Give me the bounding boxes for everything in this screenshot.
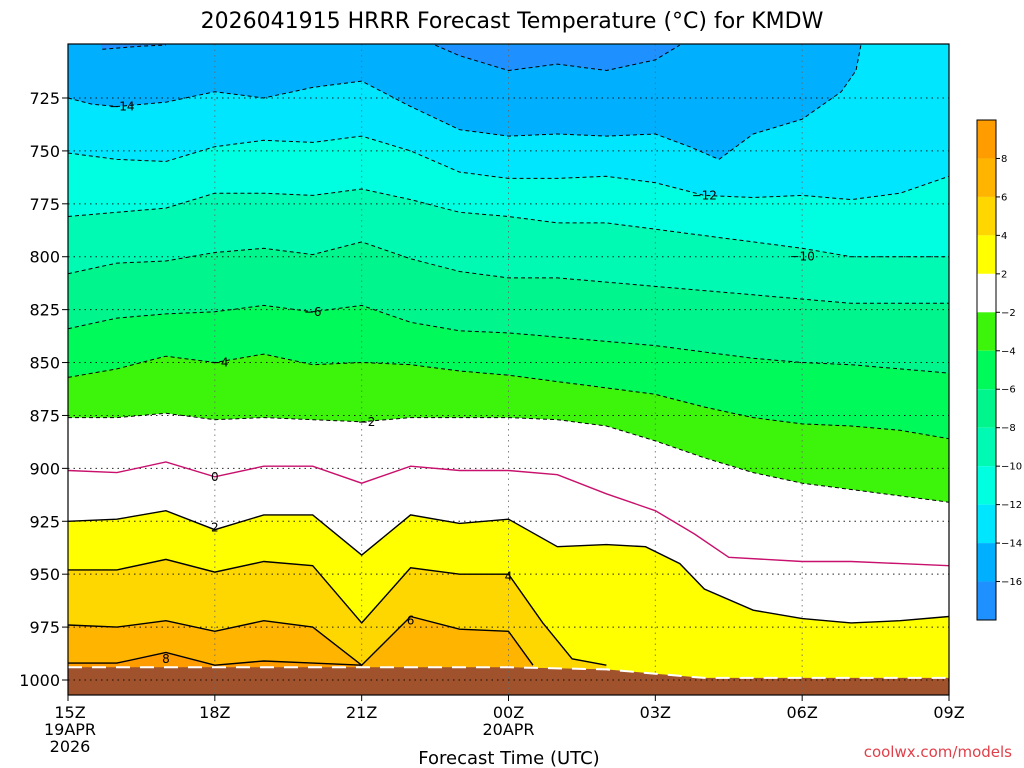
contour-line-m8-5: [68, 241, 949, 304]
x-tick-label-27-0: 03Z: [640, 703, 671, 722]
y-tick-label-900: 900: [29, 459, 60, 478]
x-tick-label-15-0: 15Z: [54, 703, 85, 722]
colorbar-label-5: −4: [1001, 346, 1016, 357]
chart-title: 2026041915 HRRR Forecast Temperature (°C…: [201, 9, 824, 34]
y-tick-label-950: 950: [29, 565, 60, 584]
contour-label-8: 8: [162, 652, 170, 666]
contour-label-m4: −4: [211, 356, 229, 370]
contour-label-m14: −14: [109, 99, 134, 113]
contour-line-m12-3: [68, 135, 949, 201]
contour-label-m12: −12: [692, 188, 717, 202]
contour-line-m16-1: [434, 44, 681, 72]
x-tick-label-30-0: 06Z: [787, 703, 818, 722]
x-tick-label-33-0: 09Z: [933, 703, 964, 722]
y-axis: 725 750 775 800 825 850 875 900 925 950 975 1000: [19, 89, 68, 690]
contour-line-m10-4: [68, 188, 949, 258]
colorbar-swatch-2: [977, 196, 996, 236]
colorbar-swatch-3: [977, 235, 996, 274]
contour-line-m2-8: [68, 412, 949, 503]
y-tick-label-825: 825: [29, 301, 60, 320]
x-tick-label-24-1: 20APR: [482, 720, 534, 739]
colorbar-swatch-8: [977, 427, 996, 467]
x-tick-label-15-1: 19APR: [44, 720, 96, 739]
ground-edge-line: [68, 666, 949, 679]
colorbar-label-2: 4: [1001, 231, 1007, 242]
y-tick-label-875: 875: [29, 406, 60, 425]
colorbar-swatch-0: [977, 120, 996, 159]
contour-line-m14-2: [68, 45, 862, 160]
contour-layer: −14 −12 −10 −6 −4 −2 0 2 4 6 8: [68, 44, 949, 679]
plot-area: −14 −12 −10 −6 −4 −2 0 2 4 6 8: [68, 44, 949, 695]
colorbar-label-8: −10: [1001, 462, 1022, 473]
colorbar-frame: [976, 119, 997, 621]
colorbar-label-4: −2: [1001, 308, 1016, 319]
y-tick-label-750: 750: [29, 142, 60, 161]
colorbar-swatch-9: [977, 466, 996, 505]
ground-fill: [68, 667, 949, 695]
colorbar-label-9: −12: [1001, 500, 1022, 511]
contour-line-2-10: [68, 509, 949, 624]
y-tick-label-975: 975: [29, 618, 60, 637]
contour-label-6: 6: [407, 614, 415, 628]
contour-line-8-13: [68, 651, 362, 666]
y-tick-label-800: 800: [29, 248, 60, 267]
x-tick-label-15-2: 2026: [50, 737, 91, 756]
contour-line-4-11: [68, 558, 607, 666]
x-tick-label-18-0: 18Z: [199, 703, 230, 722]
contour-line-m6-6: [68, 304, 949, 374]
colorbar-label-7: −8: [1001, 423, 1016, 434]
x-tick-label-21-0: 21Z: [346, 703, 377, 722]
y-tick-label-925: 925: [29, 512, 60, 531]
colorbar-label-1: 6: [1001, 192, 1007, 203]
fill-sliver-below-m16: [100, 44, 166, 50]
y-tick-label-775: 775: [29, 195, 60, 214]
x-axis-title: Forecast Time (UTC): [418, 748, 599, 768]
colorbar-swatch-5: [977, 312, 996, 351]
colorbar-swatch-12: [977, 581, 996, 620]
y-tick-label-725: 725: [29, 89, 60, 108]
credit-text: coolwx.com/models: [864, 743, 1012, 761]
colorbar-swatch-6: [977, 350, 996, 390]
x-tick-label-24-0: 00Z: [493, 703, 524, 722]
colorbar-label-0: 8: [1001, 154, 1007, 165]
contour-label-2: 2: [211, 521, 219, 535]
colorbar-swatch-10: [977, 504, 996, 544]
contour-line-m4-7: [68, 353, 949, 440]
colorbar-swatch-1: [977, 158, 996, 197]
contour-label-0: 0: [211, 470, 219, 484]
colorbar-swatch-7: [977, 389, 996, 428]
y-tick-label-850: 850: [29, 354, 60, 373]
colorbar-label-11: −16: [1001, 577, 1022, 588]
colorbar-label-6: −6: [1001, 385, 1016, 396]
contour-label-m2: −2: [358, 415, 376, 429]
colorbar-label-3: 2: [1001, 269, 1007, 280]
contour-label-4: 4: [505, 569, 513, 583]
colorbar-swatch-4: [977, 273, 996, 313]
contour-label-m6: −6: [304, 305, 322, 319]
colorbar-swatch-11: [977, 543, 996, 582]
colorbar-label-10: −14: [1001, 539, 1022, 550]
y-tick-label-1000: 1000: [19, 671, 60, 690]
contour-line-6-12: [68, 615, 534, 667]
contour-line-0-9: [68, 461, 949, 567]
contour-label-m10: −10: [790, 250, 815, 264]
fill-pocket-below-m16: [435, 45, 680, 71]
colorbar: 8 6 4 2 −2 −4 −6 −8 −10 −12 −14 −16: [976, 119, 1022, 621]
